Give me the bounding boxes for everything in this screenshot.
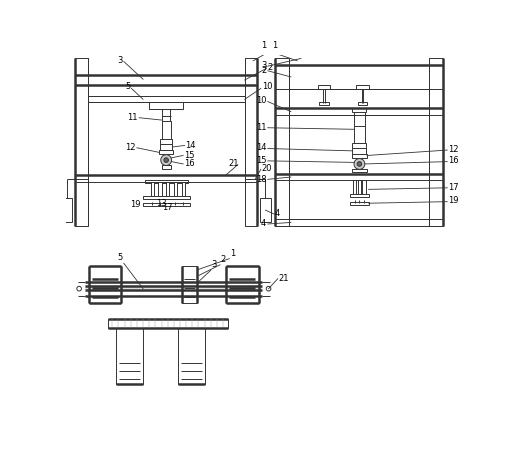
Bar: [352, 108, 366, 111]
Bar: [181, 266, 197, 303]
Bar: [290, 108, 429, 116]
Text: 1: 1: [271, 41, 277, 50]
Bar: [244, 58, 257, 226]
Text: 12: 12: [125, 143, 135, 152]
Text: 2: 2: [267, 63, 272, 72]
Bar: [352, 148, 366, 154]
Bar: [160, 144, 172, 150]
Text: 3: 3: [261, 61, 266, 70]
Text: 19: 19: [448, 197, 458, 205]
Bar: [85, 286, 263, 290]
Bar: [290, 65, 429, 89]
Bar: [350, 202, 369, 205]
Bar: [162, 121, 171, 139]
Text: 3: 3: [117, 56, 122, 65]
Bar: [75, 75, 257, 86]
Bar: [363, 180, 366, 194]
Text: 1: 1: [261, 41, 266, 50]
Bar: [75, 58, 88, 226]
Circle shape: [77, 286, 81, 291]
Circle shape: [161, 155, 171, 166]
Bar: [352, 154, 367, 158]
Bar: [108, 318, 228, 328]
Bar: [88, 96, 244, 102]
Bar: [162, 166, 171, 169]
Bar: [62, 198, 72, 222]
Bar: [160, 139, 172, 144]
Text: 16: 16: [184, 159, 194, 168]
Text: 13: 13: [156, 199, 167, 208]
Text: 10: 10: [256, 96, 266, 105]
Text: 14: 14: [256, 143, 266, 152]
Bar: [174, 182, 177, 196]
Bar: [116, 328, 143, 384]
Bar: [149, 102, 183, 108]
Text: 19: 19: [130, 200, 141, 209]
Text: 12: 12: [448, 145, 458, 154]
Text: 17: 17: [448, 182, 458, 192]
Circle shape: [357, 162, 362, 166]
Bar: [159, 150, 173, 154]
Bar: [159, 182, 162, 196]
Circle shape: [354, 158, 365, 169]
Bar: [354, 108, 365, 143]
Text: 15: 15: [184, 151, 194, 160]
Text: 4: 4: [275, 209, 280, 218]
Bar: [352, 143, 366, 148]
Bar: [290, 218, 429, 226]
Bar: [358, 180, 361, 194]
Bar: [429, 58, 443, 226]
Circle shape: [164, 158, 168, 162]
Bar: [162, 108, 170, 121]
Text: 2: 2: [261, 66, 266, 75]
Circle shape: [266, 286, 271, 291]
Bar: [358, 101, 367, 105]
Text: 21: 21: [279, 274, 289, 283]
Bar: [276, 58, 290, 226]
Bar: [226, 266, 258, 303]
Text: 17: 17: [162, 203, 173, 212]
Text: 11: 11: [127, 113, 138, 122]
Bar: [320, 101, 328, 105]
Text: 5: 5: [125, 82, 131, 91]
Text: 4: 4: [261, 219, 266, 228]
Bar: [89, 266, 122, 303]
Bar: [146, 180, 188, 183]
Text: 5: 5: [118, 253, 123, 263]
Bar: [318, 86, 330, 89]
Text: 20: 20: [262, 164, 272, 173]
Text: 10: 10: [262, 82, 272, 91]
Bar: [151, 182, 154, 196]
Text: 21: 21: [229, 159, 239, 168]
Text: 16: 16: [448, 157, 458, 165]
Bar: [350, 194, 369, 197]
Text: 3: 3: [211, 260, 217, 269]
Text: 14: 14: [185, 141, 196, 150]
Text: 15: 15: [256, 156, 266, 165]
Bar: [181, 182, 184, 196]
Bar: [356, 86, 369, 89]
Bar: [143, 203, 190, 206]
Text: 11: 11: [256, 123, 266, 132]
Text: 2: 2: [221, 255, 226, 264]
Bar: [260, 198, 271, 222]
Bar: [166, 182, 169, 196]
Text: 18: 18: [255, 175, 266, 184]
Bar: [178, 328, 205, 384]
Bar: [352, 169, 367, 172]
Text: 1: 1: [230, 249, 235, 258]
Bar: [143, 196, 190, 198]
Bar: [353, 180, 356, 194]
